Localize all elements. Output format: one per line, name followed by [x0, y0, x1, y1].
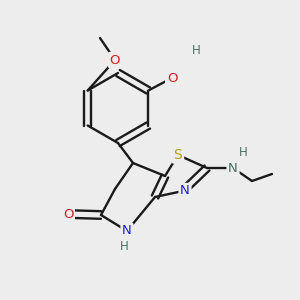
Text: H: H — [238, 146, 247, 158]
Text: O: O — [110, 53, 120, 67]
Text: N: N — [228, 161, 238, 175]
Text: H: H — [192, 44, 200, 56]
Text: S: S — [174, 148, 182, 162]
Text: N: N — [122, 224, 132, 238]
Text: N: N — [180, 184, 190, 197]
Text: O: O — [63, 208, 73, 220]
Text: O: O — [167, 71, 177, 85]
Text: H: H — [120, 241, 128, 254]
